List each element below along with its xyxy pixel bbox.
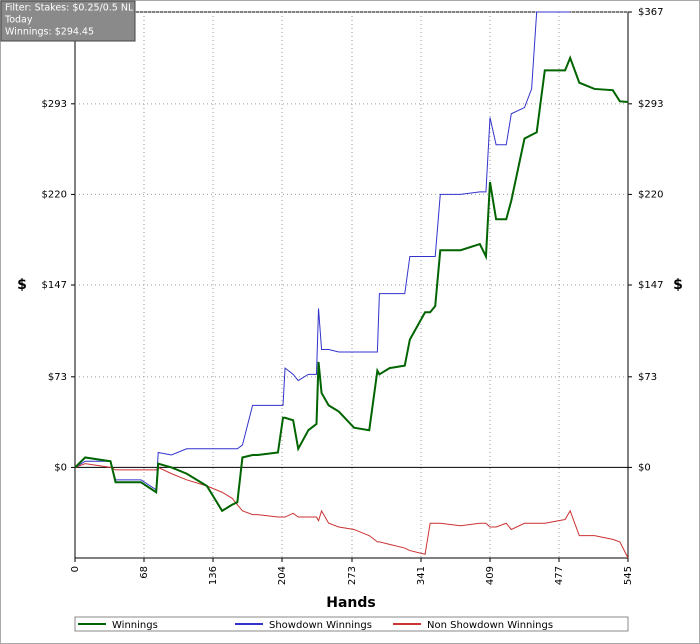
legend-label: Winnings (112, 620, 158, 631)
x-axis-title: Hands (326, 595, 376, 611)
y2-tick-label: $147 (638, 280, 663, 291)
y2-tick-label: $367 (638, 7, 663, 18)
annotation: Today (4, 15, 33, 26)
y-tick-label: $0 (54, 462, 67, 473)
y-tick-label: $73 (48, 372, 67, 383)
annotation: Filter: Stakes: $0.25/0.5 NL (5, 3, 134, 14)
x-tick-label: 341 (416, 566, 427, 585)
info-box: Filter: Stakes: $0.25/0.5 NLTodayWinning… (0, 0, 136, 42)
x-tick-label: 409 (485, 566, 496, 585)
legend-box (74, 616, 629, 632)
series-line (74, 55, 629, 513)
y2-tick-label: $220 (638, 189, 663, 200)
annotation: Winnings: $294.45 (5, 27, 94, 38)
info-box-bg (0, 0, 136, 42)
x-tick-label: 0 (70, 566, 81, 572)
x-tick-label: 68 (139, 566, 150, 579)
y2-axis-title: $ (673, 277, 683, 293)
x-tick-label: 204 (277, 566, 288, 585)
y-tick-label: $220 (42, 189, 67, 200)
x-tick-label: 545 (623, 566, 634, 585)
y-tick-label: $293 (42, 99, 67, 110)
series-line (74, 463, 629, 559)
series-line (74, 11, 571, 491)
x-tick-label: 477 (554, 566, 565, 585)
y2-tick-label: $73 (638, 372, 657, 383)
y2-tick-label: $293 (638, 99, 663, 110)
y-axis-title: $ (17, 277, 27, 293)
y2-tick-label: $0 (638, 462, 651, 473)
legend-label: Showdown Winnings (269, 620, 372, 631)
legend-label: Non Showdown Winnings (427, 620, 553, 631)
x-tick-label: 136 (208, 566, 219, 585)
y-tick-label: $147 (42, 280, 67, 291)
x-tick-label: 273 (347, 566, 358, 585)
